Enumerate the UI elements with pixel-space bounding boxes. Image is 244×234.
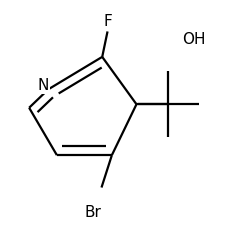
- Text: N: N: [38, 78, 49, 93]
- Text: OH: OH: [183, 32, 206, 47]
- Text: F: F: [103, 14, 112, 29]
- Text: Br: Br: [85, 205, 102, 220]
